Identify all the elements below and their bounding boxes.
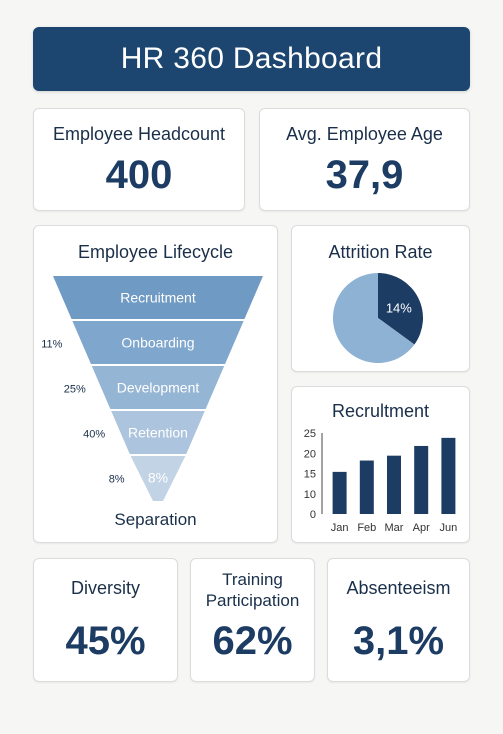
lifecycle-title: Employee Lifecycle	[77, 242, 234, 262]
funnel-stage-label: Development	[117, 380, 200, 396]
lifecycle-bottom-label: Separation	[114, 510, 197, 529]
training-label-line1: Training	[222, 570, 283, 589]
bar	[359, 460, 374, 514]
funnel-stage	[72, 321, 244, 364]
y-tick-label: 0	[310, 509, 316, 521]
avg-age-card: Avg. Employee Age 37,9	[259, 108, 470, 211]
diversity-label: Diversity	[70, 578, 140, 598]
training-label-line2: Participation	[205, 591, 300, 610]
x-tick-label: Feb	[357, 522, 376, 534]
funnel-percent-label: 25%	[64, 384, 86, 396]
dashboard-header: HR 360 Dashboard	[33, 27, 470, 91]
attrition-pie-chart: 14%	[333, 273, 423, 363]
lifecycle-funnel: Recruitment Onboarding 11% Development 25% Re…	[41, 276, 263, 501]
absenteeism-value: 3,1%	[352, 619, 445, 663]
pie-slice	[333, 273, 415, 363]
funnel-stage-label: 8%	[148, 470, 168, 486]
x-tick-label: Apr	[413, 522, 430, 534]
avg-age-value: 37,9	[325, 153, 404, 197]
bar	[387, 455, 401, 514]
funnel-stage-label: Onboarding	[121, 335, 194, 351]
funnel-stage	[91, 366, 225, 409]
y-tick-label: 15	[304, 469, 316, 481]
recruitment-title: Recrultment	[331, 401, 430, 421]
training-value: 62%	[212, 619, 293, 663]
x-tick-label: Jun	[440, 522, 458, 534]
training-card: Training Participation 62%	[190, 558, 315, 682]
bar	[414, 445, 429, 514]
pie-slice-label: 14%	[386, 300, 412, 315]
lifecycle-card: Employee Lifecycle Recruitment Onboarding…	[33, 225, 278, 543]
y-tick-label: 10	[304, 489, 316, 501]
funnel-percent-label: 11%	[41, 339, 62, 351]
headcount-value: 400	[105, 153, 173, 197]
page-title: HR 360 Dashboard	[120, 42, 383, 75]
diversity-value: 45%	[65, 619, 146, 663]
recruitment-card: Recrultment 0 10 15 20 25 Jan Feb Mar Apr Jun	[291, 386, 470, 543]
headcount-card: Employee Headcount 400	[33, 108, 245, 211]
funnel-stage	[53, 276, 263, 319]
bar	[441, 437, 456, 514]
funnel-percent-label: 8%	[109, 474, 125, 486]
bar	[332, 471, 347, 514]
avg-age-label: Avg. Employee Age	[286, 124, 443, 144]
diversity-card: Diversity 45%	[33, 558, 178, 682]
funnel-stage-label: Recruitment	[120, 290, 196, 306]
x-tick-label: Jan	[331, 522, 349, 534]
attrition-card: Attrition Rate 14%	[291, 225, 470, 372]
funnel-percent-label: 40%	[83, 429, 105, 441]
y-tick-label: 25	[304, 428, 316, 440]
headcount-label: Employee Headcount	[52, 124, 226, 144]
pie-slice	[378, 273, 423, 345]
funnel-stage-label: Retention	[128, 425, 188, 441]
absenteeism-card: Absenteeism 3,1%	[327, 558, 470, 682]
funnel-stage	[111, 411, 205, 454]
recruitment-bar-chart: 0 10 15 20 25 Jan Feb Mar Apr Jun	[304, 428, 458, 534]
funnel-stage	[130, 456, 186, 501]
x-tick-label: Mar	[385, 522, 404, 534]
attrition-title: Attrition Rate	[328, 242, 433, 262]
absenteeism-label: Absenteeism	[346, 578, 451, 598]
y-tick-label: 20	[304, 448, 316, 460]
